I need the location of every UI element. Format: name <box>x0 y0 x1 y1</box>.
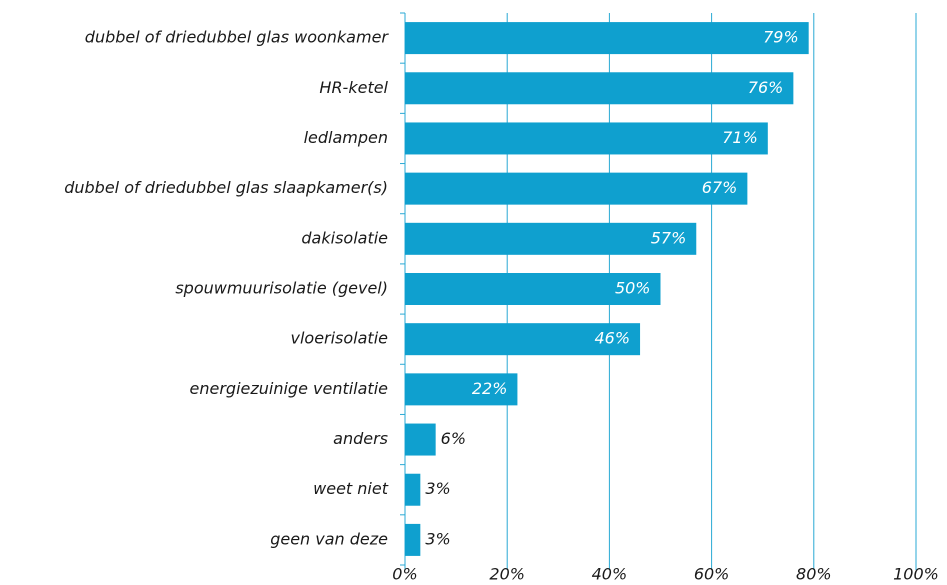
data-label: 76% <box>748 78 784 97</box>
data-label: 50% <box>615 279 651 298</box>
data-label: 46% <box>594 329 630 348</box>
y-tick-label: dubbel of driedubbel glas woonkamer <box>85 28 390 47</box>
bar <box>405 273 661 305</box>
y-tick-label: dakisolatie <box>301 228 388 247</box>
data-label: 3% <box>425 529 450 548</box>
x-tick-label: 40% <box>592 565 628 582</box>
data-label: 79% <box>763 28 799 47</box>
y-tick-label: dubbel of driedubbel glas slaapkamer(s) <box>64 178 388 197</box>
x-tick-label: 100% <box>893 565 939 582</box>
bar <box>405 172 748 205</box>
x-tick-label: 20% <box>489 565 525 582</box>
y-tick-label: geen van deze <box>270 529 388 548</box>
bar <box>405 473 421 506</box>
bar <box>405 222 697 255</box>
y-tick-label: weet niet <box>313 479 389 498</box>
bar <box>405 122 768 155</box>
data-label: 67% <box>702 178 738 197</box>
x-tick-label: 0% <box>392 565 417 582</box>
data-label: 22% <box>472 379 508 398</box>
y-tick-label: anders <box>333 429 388 448</box>
x-tick-label: 60% <box>694 565 730 582</box>
y-tick-label: vloerisolatie <box>290 329 388 348</box>
data-label: 57% <box>651 228 687 247</box>
bar <box>405 523 421 556</box>
bar <box>405 323 641 356</box>
y-tick-label: HR-ketel <box>319 78 388 97</box>
y-tick-label: ledlampen <box>304 128 388 147</box>
y-tick-label: energiezuinige ventilatie <box>190 379 389 398</box>
data-label: 6% <box>441 429 466 448</box>
bar <box>405 22 809 55</box>
bar <box>405 72 794 105</box>
data-label: 3% <box>425 479 450 498</box>
bar <box>405 373 518 406</box>
bar <box>405 423 436 456</box>
x-tick-label: 80% <box>796 565 832 582</box>
y-tick-label: spouwmuurisolatie (gevel) <box>175 279 388 298</box>
data-label: 71% <box>722 128 758 147</box>
